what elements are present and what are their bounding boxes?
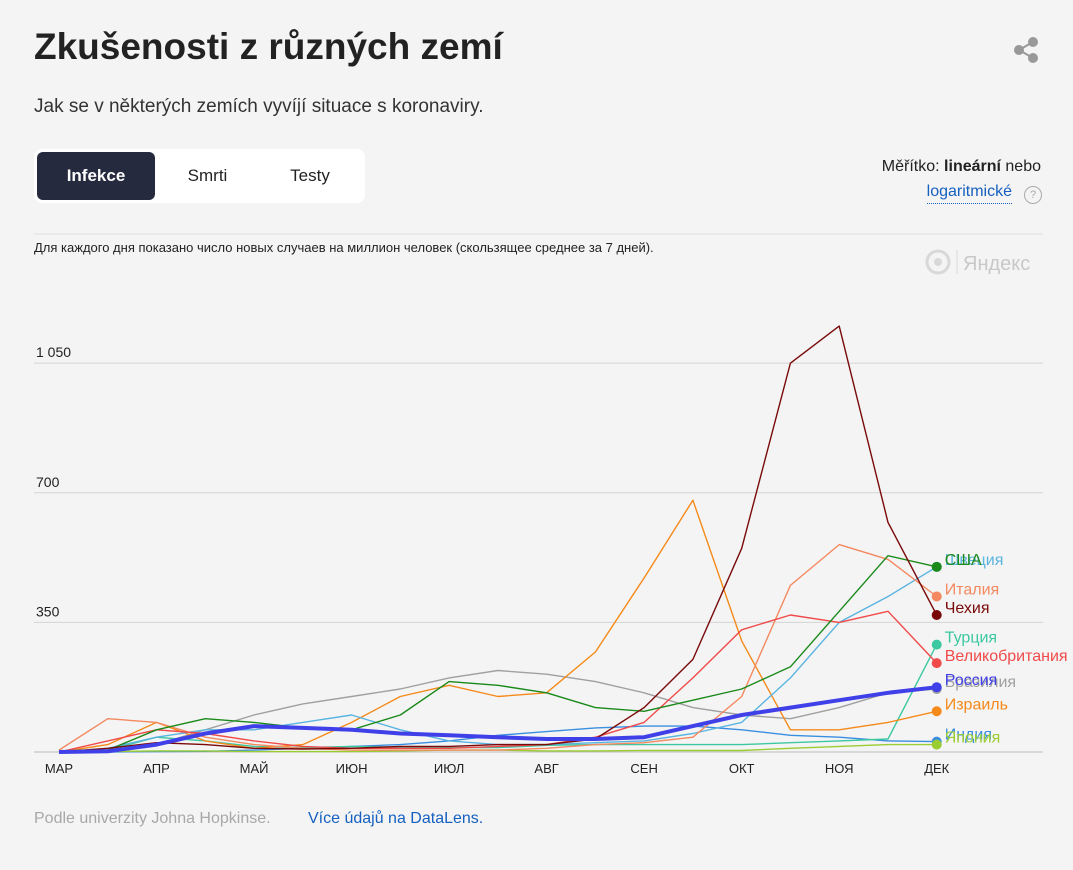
series-label: Италия	[945, 581, 999, 598]
source: Podle univerzity Johna Hopkinse.	[34, 810, 271, 827]
x-tick-label: СЕН	[630, 761, 657, 776]
end-dot	[931, 706, 942, 717]
y-tick-label: 1 050	[36, 344, 71, 360]
x-tick-label: АВГ	[534, 761, 558, 776]
x-tick-label: МАЙ	[240, 761, 269, 776]
series-line	[58, 325, 938, 753]
x-tick-label: МАР	[45, 761, 73, 776]
end-dot	[931, 682, 942, 693]
watermark-text: Яндекс	[963, 253, 1030, 275]
y-tick-label: 350	[36, 603, 60, 619]
series-label: Швеция	[945, 552, 1004, 569]
title: Zkušenosti z různých zemí	[34, 26, 503, 67]
series-label: Бразилия	[945, 674, 1016, 691]
series-label: Индия	[945, 727, 992, 744]
end-dot	[931, 658, 942, 669]
series-line	[58, 499, 937, 753]
end-dot	[931, 639, 942, 650]
watermark	[925, 249, 958, 275]
series-label: Чехия	[945, 600, 990, 617]
y-tick-label: 700	[36, 474, 60, 490]
share-icon[interactable]	[1014, 37, 1038, 63]
series-label: Израиль	[945, 696, 1008, 713]
series-line	[58, 566, 938, 753]
series-line	[58, 555, 937, 753]
subtitle: Jak se v některých zemích vyvíjí situace…	[34, 96, 484, 117]
series-label: Турция	[945, 630, 997, 647]
series-line	[58, 543, 938, 751]
tab[interactable]: Testy	[290, 166, 330, 185]
end-dot	[931, 739, 942, 750]
tab-bar: Infekce Smrti Testy	[34, 149, 365, 203]
tab[interactable]: Infekce	[37, 152, 155, 200]
scale-caption: Měřítko:	[881, 158, 940, 175]
series-label: Великобритания	[945, 648, 1068, 665]
source-link[interactable]: Více údajů na DataLens.	[308, 810, 484, 827]
series-label: Япония	[945, 730, 1001, 747]
end-dot	[931, 561, 942, 572]
tab[interactable]: Smrti	[187, 166, 228, 185]
x-tick-label: НОЯ	[825, 761, 854, 776]
series-label: США	[945, 552, 982, 569]
series-line	[58, 685, 937, 754]
x-tick-label: ОКТ	[729, 761, 755, 776]
scale-or: nebo	[1005, 158, 1041, 175]
x-tick-label: АПР	[143, 761, 170, 776]
scale-linear[interactable]: lineární	[944, 158, 1001, 175]
help-icon[interactable]: ?	[1024, 186, 1042, 204]
series-label: Россия	[945, 672, 997, 689]
scale-label: Měřítko: lineární nebo	[882, 158, 1041, 176]
scale-log[interactable]: logaritmické	[926, 183, 1012, 204]
series-line	[58, 610, 938, 753]
x-tick-label: ДЕК	[924, 761, 949, 776]
end-dot	[931, 609, 942, 620]
end-dot	[931, 591, 942, 602]
x-tick-label: ИЮЛ	[434, 761, 464, 776]
chart-note: Для каждого дня показано число новых слу…	[34, 240, 654, 255]
x-tick-label: ИЮН	[336, 761, 368, 776]
